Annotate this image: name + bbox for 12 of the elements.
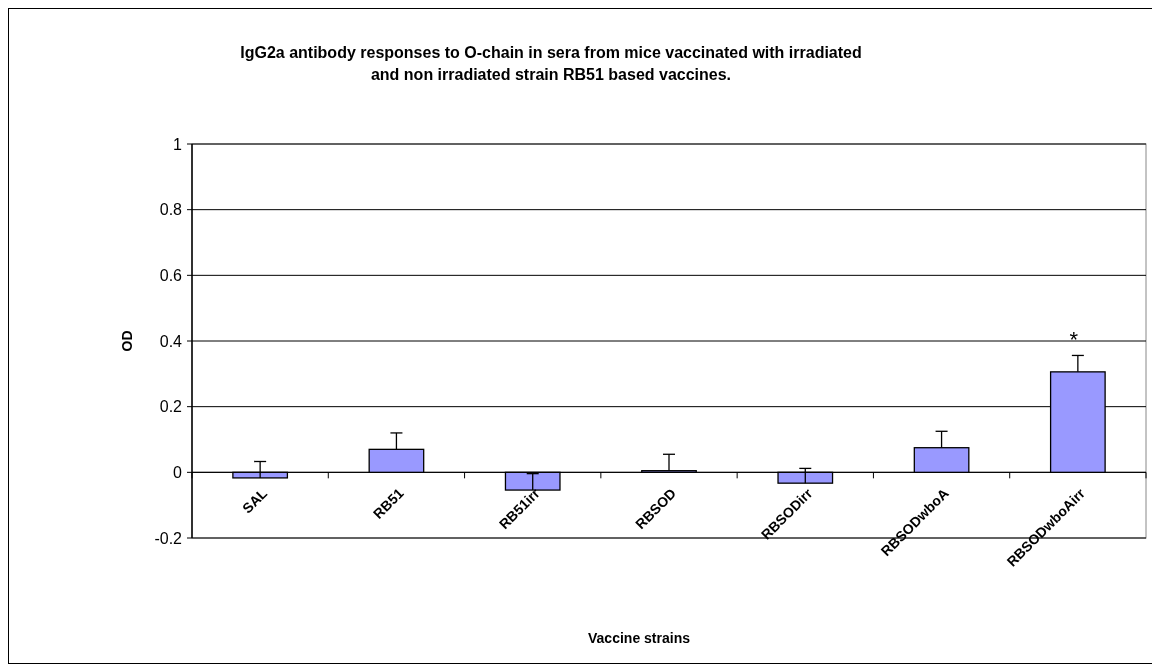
y-axis-title: OD <box>119 330 135 352</box>
y-tick-label: 0 <box>173 463 183 481</box>
y-tick-label: 0.6 <box>159 266 183 284</box>
x-axis-title: Vaccine strains <box>588 630 691 646</box>
y-tick-label: 0.2 <box>159 398 183 416</box>
y-tick-label: 1 <box>173 135 183 153</box>
chart-title: IgG2a antibody responses to O-chain in sera from mice vaccinated with irradiated and non irradiated strain RB51 based vaccines. <box>240 44 862 83</box>
y-tick-label: -0.2 <box>154 529 183 547</box>
y-tick-label: 0.8 <box>159 201 183 219</box>
x-tick-label: SAL <box>239 484 271 517</box>
y-tick-label: 0.4 <box>159 332 183 350</box>
annotation: * <box>1069 327 1079 353</box>
